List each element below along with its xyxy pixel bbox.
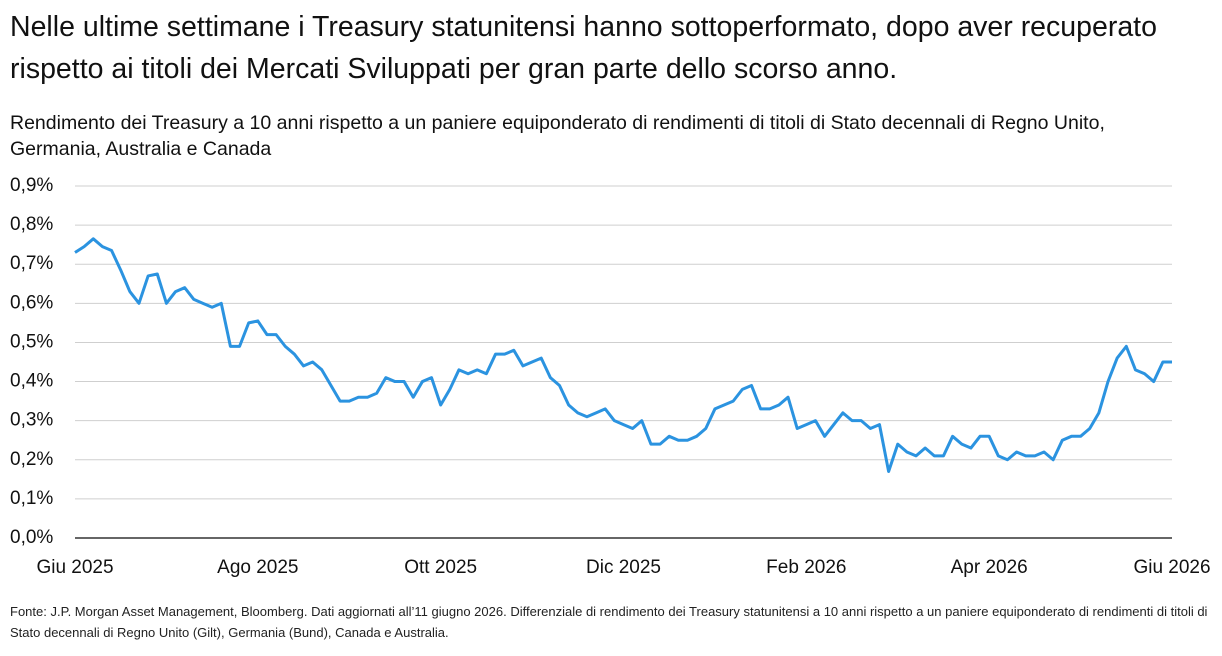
y-tick-label: 0,7% [10,253,53,274]
y-tick-label: 0,1% [10,488,53,509]
x-tick-label: Dic 2025 [586,557,661,578]
y-tick-label: 0,4% [10,371,53,392]
y-tick-label: 0,2% [10,449,53,470]
x-tick-label: Giu 2026 [1133,557,1210,578]
chart-subtitle: Rendimento dei Treasury a 10 anni rispet… [10,112,1105,160]
data-line [74,237,1172,474]
y-tick-label: 0,5% [10,331,53,352]
y-tick-label: 0,6% [10,292,53,313]
chart-title: Nelle ultime settimane i Treasury statun… [10,11,1157,85]
x-tick-label: Giu 2025 [36,557,113,578]
x-tick-label: Apr 2026 [951,557,1028,578]
y-tick-label: 0,9% [10,175,53,196]
x-tick-label: Ago 2025 [217,557,298,578]
x-tick-label: Feb 2026 [766,557,846,578]
source-note: Fonte: J.P. Morgan Asset Management, Blo… [10,604,1208,640]
x-tick-label: Ott 2025 [404,557,477,578]
y-tick-label: 0,3% [10,410,53,431]
y-tick-label: 0,8% [10,214,53,235]
y-tick-label: 0,0% [10,527,53,548]
